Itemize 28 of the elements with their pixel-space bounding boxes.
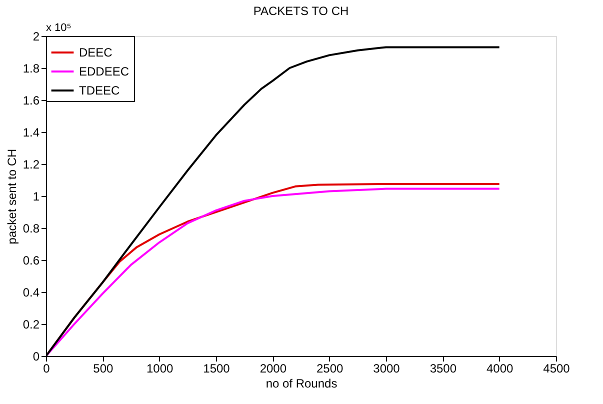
x-tick-label: 2000 <box>260 362 287 376</box>
x-tick-label: 0 <box>43 362 50 376</box>
x-tick-label: 4000 <box>486 362 514 376</box>
legend-label: TDEEC <box>79 84 120 98</box>
x-tick-label: 3500 <box>430 362 457 376</box>
y-tick-label: 1 <box>32 190 40 204</box>
y-axis-title: packet sent to CH <box>4 148 19 244</box>
y-tick-label: 0.8 <box>22 222 40 236</box>
y-tick-label: 0 <box>32 350 40 364</box>
x-tick-label: 1000 <box>146 362 174 376</box>
y-tick-label: 2 <box>32 30 40 44</box>
chart-title: PACKETS TO CH <box>253 4 349 18</box>
text: x 10⁵ <box>46 22 72 34</box>
y-tick-label: 1.8 <box>22 62 40 76</box>
legend-label: DEEC <box>79 46 113 60</box>
y-tick-label: 0.4 <box>22 286 40 300</box>
x-axis-title: no of Rounds <box>266 376 338 390</box>
y-tick-label: 1.2 <box>22 158 40 172</box>
y-tick-label: 1.6 <box>22 94 40 108</box>
x-tick-label: 500 <box>93 362 114 376</box>
x-tick-label: 2500 <box>316 362 344 376</box>
x-tick-label: 4500 <box>543 362 570 376</box>
y-tick-label: 0.6 <box>22 254 40 268</box>
x-tick-label: 3000 <box>373 362 400 376</box>
y-tick-label: 0.2 <box>22 318 40 332</box>
legend-label: EDDEEC <box>79 64 130 78</box>
x-tick-label: 1500 <box>203 362 230 376</box>
y-tick-label: 1.4 <box>22 126 40 140</box>
